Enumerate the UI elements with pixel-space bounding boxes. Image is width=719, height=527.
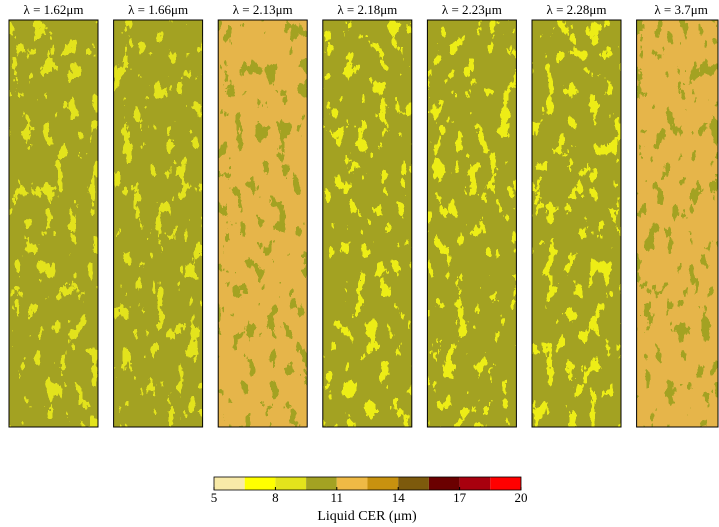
panel-title: λ = 2.28μm — [547, 2, 607, 17]
colorbar-bin — [214, 477, 245, 490]
colorbar-bin — [490, 477, 521, 490]
panel-title: λ = 2.18μm — [337, 2, 397, 17]
panel-patches — [636, 20, 718, 427]
panel-title: λ = 1.66μm — [128, 2, 188, 17]
panel-patches — [532, 20, 621, 427]
panel-title: λ = 1.62μm — [24, 2, 84, 17]
panel-patches — [9, 20, 98, 427]
panel-patches — [322, 20, 412, 427]
panel-frame — [426, 19, 517, 428]
panel-title: λ = 2.13μm — [233, 2, 293, 17]
panel-title: λ = 3.7μm — [654, 2, 707, 17]
colorbar-tick-label: 5 — [211, 490, 218, 505]
panel-patches — [218, 20, 308, 427]
colorbar-tick-label: 11 — [331, 490, 344, 505]
colorbar-bin — [336, 477, 368, 490]
panel-frame — [322, 19, 413, 428]
panel-patches — [113, 20, 203, 427]
colorbar-bin — [275, 477, 307, 490]
panel-frame — [531, 19, 622, 428]
panel-frame — [8, 19, 99, 428]
colorbar-tick-label: 14 — [392, 490, 406, 505]
panel-patches — [427, 20, 517, 427]
colorbar-bin — [428, 477, 460, 490]
colorbar-bin — [367, 477, 399, 490]
panel-frame — [217, 19, 308, 428]
colorbar-frame — [213, 476, 522, 491]
colorbar-tick-label: 8 — [272, 490, 279, 505]
panel-frame — [636, 19, 719, 428]
panel-title: λ = 2.23μm — [442, 2, 502, 17]
colorbar-bin — [244, 477, 276, 490]
colorbar-tick-label: 17 — [453, 490, 467, 505]
colorbar-bin — [398, 477, 429, 490]
colorbar-bin — [306, 477, 337, 490]
colorbar-tick-label: 20 — [515, 490, 528, 505]
colorbar-bin — [459, 477, 491, 490]
colorbar-label: Liquid CER (μm) — [317, 509, 417, 524]
panel-frame — [113, 19, 204, 428]
